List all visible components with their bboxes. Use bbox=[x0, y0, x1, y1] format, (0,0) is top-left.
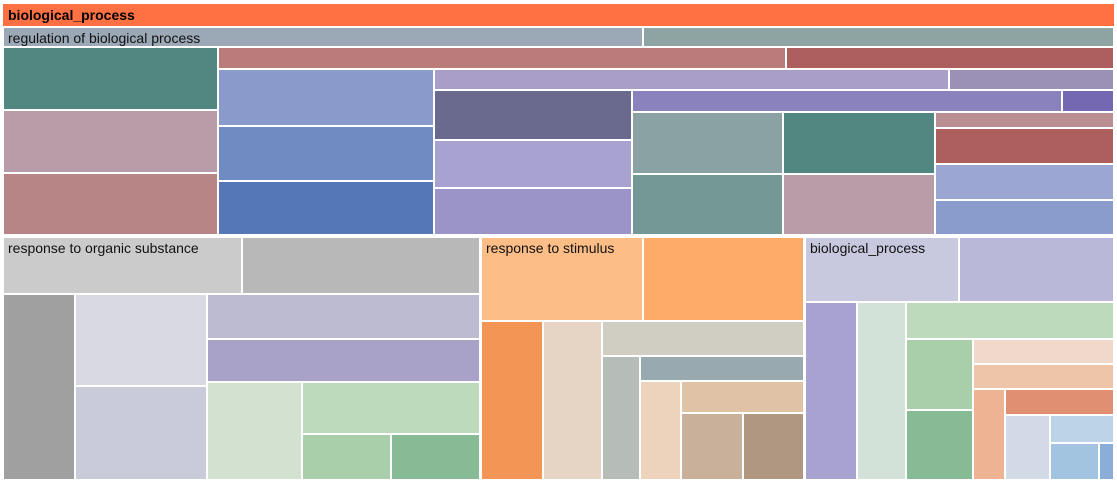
treemap-tile[interactable] bbox=[935, 200, 1114, 235]
treemap-tile[interactable] bbox=[973, 339, 1114, 364]
treemap-tile[interactable] bbox=[75, 386, 207, 480]
treemap-tile[interactable] bbox=[783, 174, 935, 235]
treemap-tile[interactable] bbox=[805, 302, 857, 480]
treemap-tile[interactable] bbox=[632, 112, 783, 174]
treemap-tile[interactable] bbox=[602, 356, 640, 480]
treemap-tile[interactable] bbox=[906, 410, 973, 480]
treemap-tile[interactable] bbox=[3, 173, 218, 235]
treemap-tile[interactable] bbox=[743, 413, 804, 480]
treemap-tile[interactable] bbox=[640, 381, 681, 480]
treemap-tile[interactable] bbox=[543, 321, 602, 480]
treemap-tile[interactable] bbox=[632, 174, 783, 235]
treemap-tile[interactable] bbox=[786, 47, 1114, 69]
treemap-tile[interactable] bbox=[1005, 389, 1114, 415]
treemap-tile[interactable] bbox=[207, 294, 480, 339]
treemap-tile[interactable] bbox=[434, 69, 949, 90]
treemap-tile[interactable] bbox=[1005, 415, 1050, 480]
treemap-tile[interactable] bbox=[3, 47, 218, 110]
treemap-tile[interactable] bbox=[391, 434, 480, 480]
treemap-tile[interactable] bbox=[959, 237, 1114, 302]
root-label: biological_process bbox=[8, 7, 135, 23]
treemap-tile[interactable] bbox=[935, 112, 1114, 128]
treemap-tile[interactable] bbox=[1062, 90, 1114, 112]
treemap-tile[interactable] bbox=[218, 69, 434, 126]
treemap-tile[interactable] bbox=[643, 237, 804, 321]
treemap-tile[interactable] bbox=[207, 339, 480, 382]
treemap-tile[interactable] bbox=[973, 364, 1114, 389]
treemap-tile[interactable] bbox=[857, 302, 906, 480]
treemap-tile[interactable] bbox=[973, 389, 1005, 480]
treemap-tile[interactable] bbox=[218, 126, 434, 181]
treemap-tile[interactable] bbox=[1099, 443, 1114, 480]
treemap-tile[interactable] bbox=[640, 356, 804, 381]
treemap-tile[interactable] bbox=[643, 27, 1114, 47]
treemap-tile[interactable] bbox=[906, 302, 1114, 339]
treemap-tile[interactable] bbox=[1050, 443, 1099, 480]
treemap-tile[interactable] bbox=[602, 321, 804, 356]
treemap-tile[interactable] bbox=[242, 237, 480, 294]
treemap-tile[interactable] bbox=[207, 382, 302, 480]
treemap-tile[interactable] bbox=[481, 321, 543, 480]
treemap-tile[interactable] bbox=[949, 69, 1114, 90]
treemap-tile[interactable] bbox=[434, 188, 632, 235]
treemap-tile[interactable] bbox=[632, 90, 1062, 112]
treemap-tile[interactable] bbox=[218, 181, 434, 235]
treemap-tile[interactable] bbox=[935, 128, 1114, 164]
treemap-tile[interactable] bbox=[3, 294, 75, 480]
treemap-tile[interactable] bbox=[805, 237, 959, 302]
treemap-tile[interactable] bbox=[3, 237, 242, 294]
treemap-tile[interactable] bbox=[906, 339, 973, 410]
treemap-tile[interactable] bbox=[681, 413, 743, 480]
root-header-bar[interactable]: biological_process bbox=[3, 4, 1114, 26]
treemap-tile[interactable] bbox=[302, 382, 480, 434]
treemap-tile[interactable] bbox=[1050, 415, 1114, 443]
treemap-tile[interactable] bbox=[218, 47, 786, 69]
treemap-tile[interactable] bbox=[302, 434, 391, 480]
treemap-tile[interactable] bbox=[935, 164, 1114, 200]
treemap-tile[interactable] bbox=[434, 140, 632, 188]
treemap-tile[interactable] bbox=[481, 237, 643, 321]
treemap-tile[interactable] bbox=[3, 27, 643, 47]
treemap-tile[interactable] bbox=[3, 110, 218, 173]
treemap-tile[interactable] bbox=[681, 381, 804, 413]
treemap-tile[interactable] bbox=[434, 90, 632, 140]
treemap-tile[interactable] bbox=[75, 294, 207, 386]
treemap-tile[interactable] bbox=[783, 112, 935, 174]
